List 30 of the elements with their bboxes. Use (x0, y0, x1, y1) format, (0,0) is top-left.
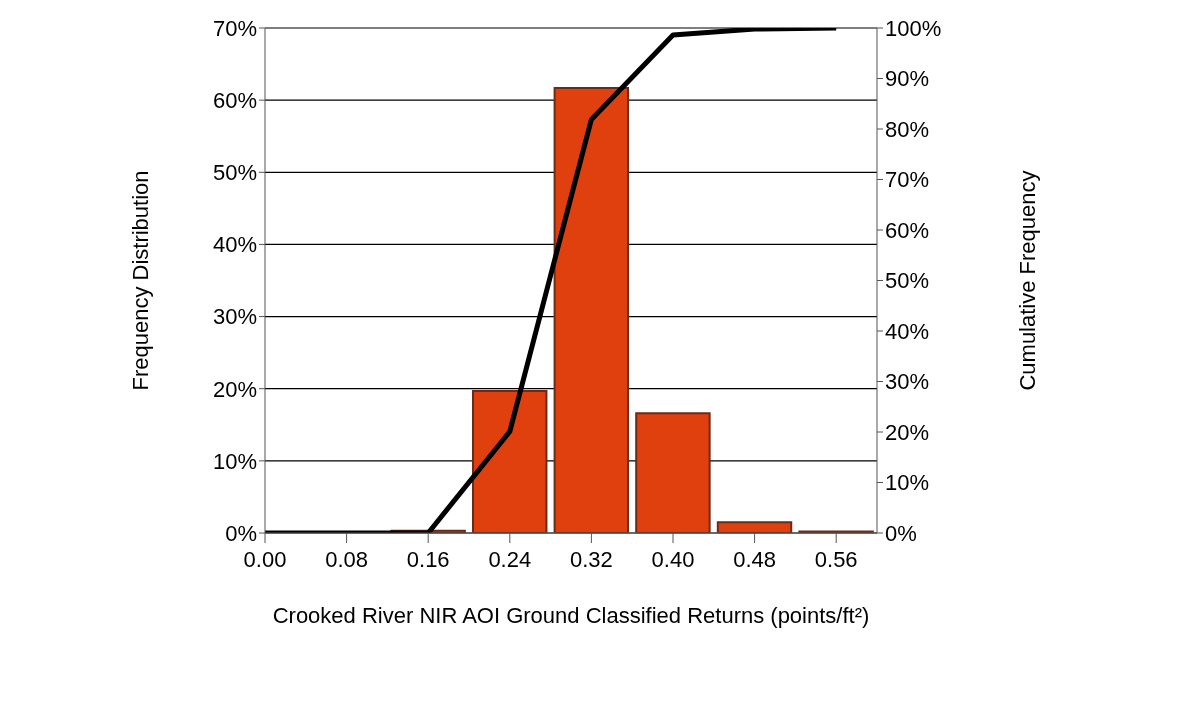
y2-tick-label: 30% (885, 369, 930, 395)
x-tick-label: 0.48 (733, 546, 777, 572)
y2-tick-label: 0% (885, 520, 917, 546)
y2-tick-label: 90% (885, 66, 930, 92)
y2-tick-label: 40% (885, 318, 930, 344)
x-tick-label: 0.00 (243, 546, 287, 572)
y-axis-title: Frequency Distribution (127, 170, 153, 391)
y2-tick-label: 50% (885, 268, 930, 294)
x-axis-title: Crooked River NIR AOI Ground Classified Returns (points/ft²) (272, 603, 870, 628)
y-tick-label: 60% (212, 87, 257, 113)
x-tick-label: 0.32 (569, 546, 613, 572)
y2-tick-label: 100% (885, 15, 942, 41)
y2-axis-title: Cumulative Frequency (1014, 170, 1040, 391)
x-tick-label: 0.08 (325, 546, 369, 572)
y-tick-label: 70% (212, 15, 257, 41)
y-tick-label: 20% (212, 376, 257, 402)
y2-tick-label: 20% (885, 419, 930, 445)
y-tick-label: 0% (225, 520, 257, 546)
x-tick-label: 0.56 (814, 546, 858, 572)
y2-tick-label: 80% (885, 116, 930, 142)
y-tick-label: 30% (212, 304, 257, 330)
y-tick-label: 40% (212, 232, 257, 258)
x-tick-label: 0.40 (651, 546, 695, 572)
y2-tick-label: 70% (885, 167, 930, 193)
y-tick-label: 10% (212, 448, 257, 474)
x-tick-label: 0.24 (488, 546, 532, 572)
y2-tick-label: 10% (885, 470, 930, 496)
x-tick-label: 0.16 (406, 546, 450, 572)
y2-tick-label: 60% (885, 217, 930, 243)
y-tick-label: 50% (212, 160, 257, 186)
